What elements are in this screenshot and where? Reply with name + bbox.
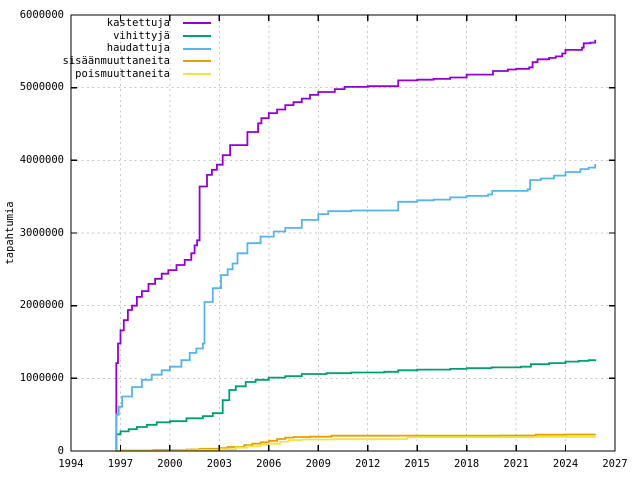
x-tick-label: 1997 [107,458,134,470]
series-line-kastettuja [115,39,597,452]
x-tick-label: 2012 [355,458,381,470]
legend-line-swatch [183,73,211,76]
x-tick-label: 2021 [503,458,529,470]
legend-entry-sisaanmuuttaneita: sisäänmuuttaneita [0,55,211,68]
x-tick-label: 2024 [552,458,579,470]
legend-entry-poismuuttaneita: poismuuttaneita [0,68,211,81]
y-tick-label: 5000000 [19,81,64,94]
legend-entry-haudattuja: haudattuja [0,42,211,55]
legend-line-swatch [183,35,211,38]
x-tick-label: 2027 [602,458,628,470]
legend-line-swatch [183,60,211,63]
y-tick-label: 3000000 [19,226,64,239]
legend-label: poismuuttaneita [75,67,170,80]
legend: kastettuja vihittyjä haudattuja sisäänmu… [0,17,211,80]
legend-entry-kastettuja: kastettuja [0,17,211,30]
x-tick-label: 2006 [256,458,282,470]
y-tick-label: 4000000 [19,153,64,166]
x-tick-label: 2009 [305,458,331,470]
x-tick-label: 2018 [453,458,480,470]
x-tick-label: 2000 [157,458,183,470]
x-tick-label: 2003 [206,458,232,470]
series-line-haudattuja [115,164,597,452]
legend-label: vihittyjä [113,29,170,42]
legend-label: kastettuja [106,17,170,29]
legend-entry-vihittyja: vihittyjä [0,30,211,43]
y-tick-label: 6000000 [19,8,64,21]
legend-label: haudattuja [106,42,170,55]
x-tick-label: 2015 [404,458,430,470]
series-line-vihittyjä [115,359,597,452]
legend-line-swatch [183,47,211,50]
legend-label: sisäänmuuttaneita [62,55,170,68]
y-tick-label: 1000000 [19,371,64,384]
y-tick-label: 0 [57,444,64,457]
legend-line-swatch [183,22,211,25]
y-tick-label: 2000000 [19,299,64,312]
series-line-poismuuttaneita [115,435,597,452]
x-tick-label: 1994 [58,458,84,470]
